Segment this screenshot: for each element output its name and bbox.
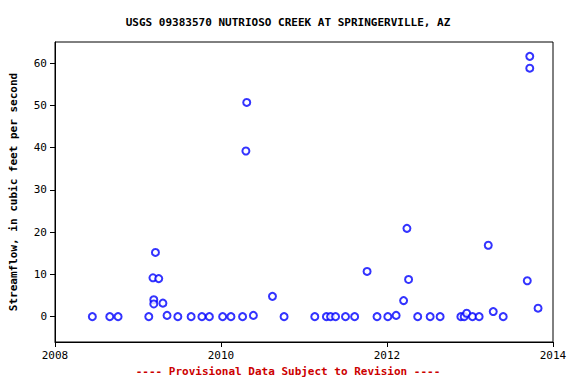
svg-text:60: 60 [34,57,47,70]
svg-text:20: 20 [34,226,47,239]
svg-text:---- Provisional Data Subject: ---- Provisional Data Subject to Revisio… [136,365,441,378]
svg-text:10: 10 [34,268,47,281]
svg-text:40: 40 [34,141,47,154]
svg-text:USGS 09383570 NUTRIOSO CREEK A: USGS 09383570 NUTRIOSO CREEK AT SPRINGER… [126,16,451,29]
svg-text:2014: 2014 [540,349,567,362]
svg-text:Streamflow, in cubic feet per: Streamflow, in cubic feet per second [7,73,20,311]
svg-text:30: 30 [34,183,47,196]
svg-text:2012: 2012 [374,349,401,362]
svg-text:50: 50 [34,99,47,112]
svg-text:2008: 2008 [42,349,69,362]
svg-text:2010: 2010 [208,349,235,362]
svg-text:0: 0 [40,310,47,323]
